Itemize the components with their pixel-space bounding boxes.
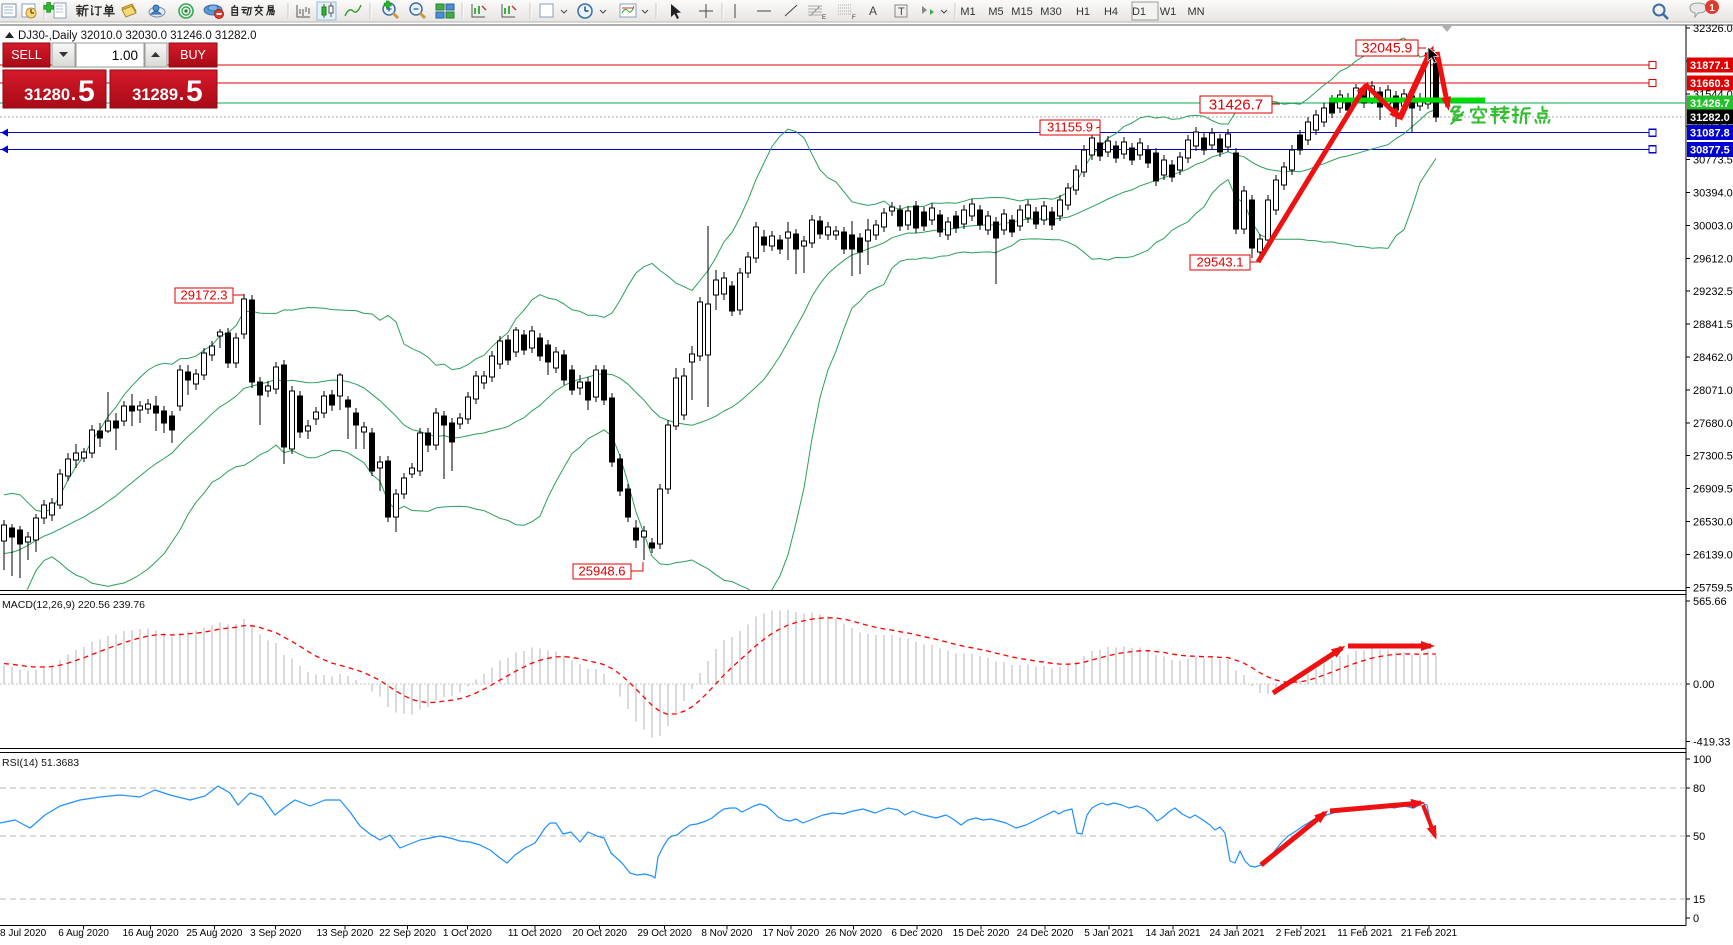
svg-text:RSI(14) 51.3683: RSI(14) 51.3683 bbox=[2, 757, 79, 769]
svg-text:32045.9: 32045.9 bbox=[1362, 40, 1413, 56]
svg-text:1: 1 bbox=[1709, 3, 1715, 14]
svg-text:1.00: 1.00 bbox=[112, 48, 138, 63]
svg-text:24 Jan 2021: 24 Jan 2021 bbox=[1209, 928, 1264, 939]
svg-text:1 Oct 2020: 1 Oct 2020 bbox=[443, 928, 492, 939]
svg-text:31426.7: 31426.7 bbox=[1690, 98, 1730, 110]
svg-text:31289: 31289 bbox=[132, 86, 178, 104]
svg-text:DJ30-,Daily 32010.0 32030.0 3: DJ30-,Daily 32010.0 32030.0 31246.0 3128… bbox=[18, 30, 257, 42]
svg-text:32326.0: 32326.0 bbox=[1693, 23, 1733, 35]
svg-text:M15: M15 bbox=[1011, 6, 1032, 18]
svg-text:H4: H4 bbox=[1104, 6, 1118, 18]
svg-text:15: 15 bbox=[1693, 894, 1705, 906]
svg-text:100: 100 bbox=[1693, 754, 1711, 766]
svg-text:31280: 31280 bbox=[24, 86, 70, 104]
svg-text:30877.5: 30877.5 bbox=[1690, 144, 1730, 156]
svg-text:A: A bbox=[869, 4, 877, 18]
svg-text:15 Dec 2020: 15 Dec 2020 bbox=[953, 928, 1010, 939]
svg-text:29612.0: 29612.0 bbox=[1693, 253, 1733, 265]
svg-text:M1: M1 bbox=[960, 6, 975, 18]
svg-text:8 Nov 2020: 8 Nov 2020 bbox=[701, 928, 753, 939]
svg-text:27300.5: 27300.5 bbox=[1693, 451, 1733, 463]
svg-text:29 Oct 2020: 29 Oct 2020 bbox=[637, 928, 692, 939]
svg-text:80: 80 bbox=[1693, 783, 1705, 795]
svg-text:50: 50 bbox=[1693, 831, 1705, 843]
svg-text:565.66: 565.66 bbox=[1693, 596, 1727, 608]
svg-text:31877.1: 31877.1 bbox=[1690, 60, 1730, 72]
svg-text:0: 0 bbox=[1693, 913, 1699, 925]
svg-text:0.00: 0.00 bbox=[1693, 679, 1714, 691]
svg-text:13 Sep 2020: 13 Sep 2020 bbox=[316, 928, 373, 939]
svg-text:14 Jan 2021: 14 Jan 2021 bbox=[1145, 928, 1200, 939]
svg-text:30003.0: 30003.0 bbox=[1693, 220, 1733, 232]
svg-text:25 Aug 2020: 25 Aug 2020 bbox=[186, 928, 243, 939]
svg-text:31282.0: 31282.0 bbox=[1690, 112, 1730, 124]
svg-text:26139.0: 26139.0 bbox=[1693, 549, 1733, 561]
svg-text:H1: H1 bbox=[1076, 6, 1090, 18]
svg-text:29543.1: 29543.1 bbox=[1197, 255, 1244, 270]
svg-text:22 Sep 2020: 22 Sep 2020 bbox=[379, 928, 436, 939]
svg-text:3 Sep 2020: 3 Sep 2020 bbox=[250, 928, 302, 939]
svg-text:24 Dec 2020: 24 Dec 2020 bbox=[1017, 928, 1074, 939]
svg-text:25948.6: 25948.6 bbox=[579, 564, 626, 579]
svg-text:31660.3: 31660.3 bbox=[1690, 78, 1730, 90]
svg-text:5: 5 bbox=[78, 75, 95, 108]
svg-text:6 Aug 2020: 6 Aug 2020 bbox=[58, 928, 109, 939]
svg-text:26909.5: 26909.5 bbox=[1693, 484, 1733, 496]
svg-text:.: . bbox=[179, 84, 184, 104]
svg-text:T: T bbox=[898, 6, 905, 18]
svg-text:W1: W1 bbox=[1160, 6, 1177, 18]
svg-text:11 Feb 2021: 11 Feb 2021 bbox=[1337, 928, 1393, 939]
svg-text:5 Jan 2021: 5 Jan 2021 bbox=[1084, 928, 1134, 939]
svg-text:26 Nov 2020: 26 Nov 2020 bbox=[825, 928, 882, 939]
svg-text:28841.5: 28841.5 bbox=[1693, 319, 1733, 331]
svg-text:17 Nov 2020: 17 Nov 2020 bbox=[762, 928, 819, 939]
svg-text:30394.0: 30394.0 bbox=[1693, 188, 1733, 200]
svg-text:D1: D1 bbox=[1132, 6, 1146, 18]
svg-text:-419.33: -419.33 bbox=[1693, 737, 1730, 749]
svg-text:BUY: BUY bbox=[180, 48, 206, 62]
svg-text:21 Feb 2021: 21 Feb 2021 bbox=[1401, 928, 1458, 939]
svg-text:31087.8: 31087.8 bbox=[1690, 128, 1730, 140]
svg-text:.: . bbox=[71, 84, 76, 104]
svg-text:2 Feb 2021: 2 Feb 2021 bbox=[1276, 928, 1327, 939]
svg-text:30773.5: 30773.5 bbox=[1693, 155, 1733, 167]
svg-text:6 Dec 2020: 6 Dec 2020 bbox=[891, 928, 943, 939]
svg-text:F: F bbox=[852, 15, 856, 21]
svg-text:M30: M30 bbox=[1040, 6, 1061, 18]
svg-text:31426.7: 31426.7 bbox=[1209, 97, 1263, 114]
svg-text:28071.0: 28071.0 bbox=[1693, 385, 1733, 397]
svg-text:8 Jul 2020: 8 Jul 2020 bbox=[0, 928, 47, 939]
svg-text:20 Oct 2020: 20 Oct 2020 bbox=[572, 928, 627, 939]
svg-text:MACD(12,26,9) 220.56 239.76: MACD(12,26,9) 220.56 239.76 bbox=[2, 599, 145, 611]
svg-text:E: E bbox=[822, 15, 826, 21]
svg-text:28462.0: 28462.0 bbox=[1693, 352, 1733, 364]
svg-text:16 Aug 2020: 16 Aug 2020 bbox=[123, 928, 180, 939]
svg-text:29232.5: 29232.5 bbox=[1693, 286, 1733, 298]
svg-text:5: 5 bbox=[186, 75, 203, 108]
svg-text:MN: MN bbox=[1187, 6, 1204, 18]
svg-text:SELL: SELL bbox=[11, 48, 42, 62]
svg-text:29172.3: 29172.3 bbox=[181, 288, 228, 303]
svg-text:11 Oct 2020: 11 Oct 2020 bbox=[508, 928, 562, 939]
svg-text:27680.0: 27680.0 bbox=[1693, 418, 1733, 430]
svg-text:26530.0: 26530.0 bbox=[1693, 517, 1733, 529]
svg-text:M5: M5 bbox=[988, 6, 1003, 18]
svg-text:25759.5: 25759.5 bbox=[1693, 582, 1733, 594]
svg-text:31155.9: 31155.9 bbox=[1047, 120, 1093, 135]
